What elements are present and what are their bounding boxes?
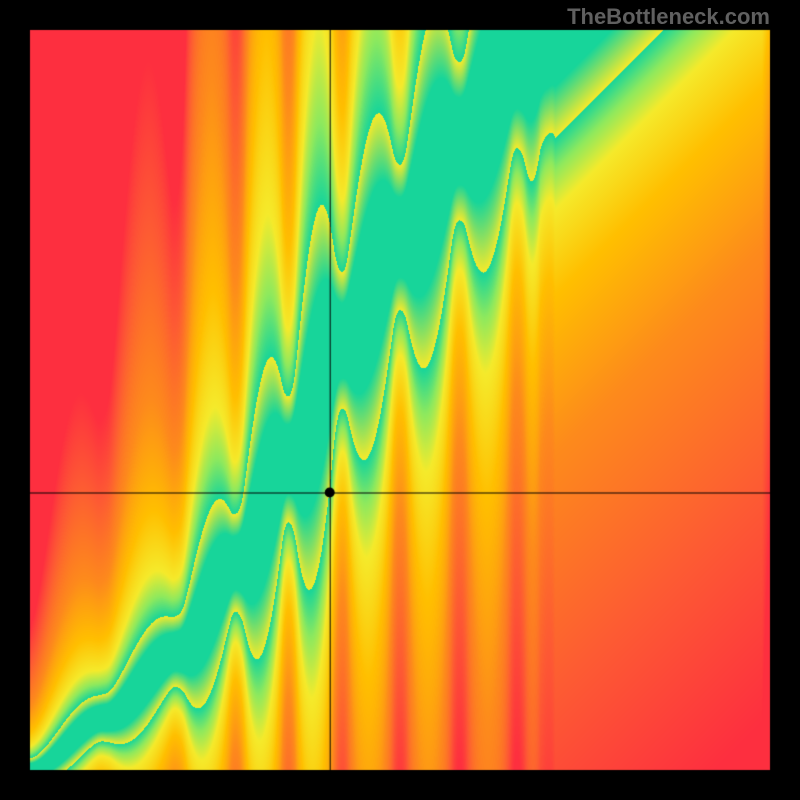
chart-container: TheBottleneck.com	[0, 0, 800, 800]
bottleneck-heatmap	[0, 0, 800, 800]
watermark-text: TheBottleneck.com	[567, 4, 770, 30]
